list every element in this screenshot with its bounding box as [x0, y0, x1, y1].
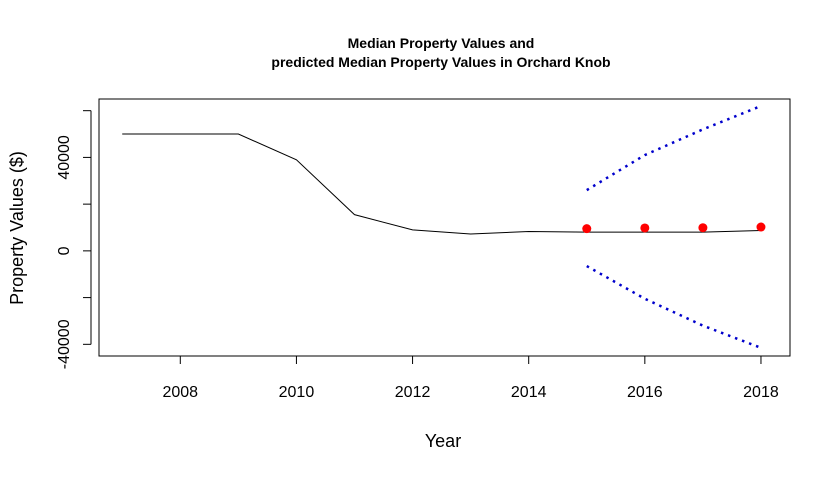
predicted-value-point [582, 224, 592, 234]
x-tick-label: 2018 [743, 384, 779, 401]
x-tick-label: 2008 [162, 384, 198, 401]
y-tick-label: -40000 [56, 319, 73, 369]
y-axis-label: Property Values ($) [7, 151, 27, 305]
x-tick-label: 2014 [511, 384, 547, 401]
y-axis: -40000 0 40000 [56, 110, 92, 369]
lower-bound-line [586, 264, 762, 349]
chart-title-line-2: predicted Median Property Values in Orch… [271, 54, 610, 70]
x-axis: 2008 2010 2012 2014 2016 2018 [162, 355, 779, 401]
y-tick-label: 40000 [56, 135, 73, 180]
predicted-value-point [698, 223, 708, 233]
x-axis-label: Year [425, 431, 461, 451]
chart-title-line-1: Median Property Values and [348, 35, 535, 51]
y-tick-label: 0 [56, 246, 73, 255]
x-tick-label: 2012 [395, 384, 431, 401]
predicted-value-point [756, 222, 766, 232]
upper-bound-line [586, 104, 762, 192]
observed-values-line [122, 133, 761, 235]
series-layer [122, 104, 766, 349]
x-tick-label: 2010 [279, 384, 315, 401]
predicted-value-point [640, 223, 650, 233]
x-tick-label: 2016 [627, 384, 663, 401]
